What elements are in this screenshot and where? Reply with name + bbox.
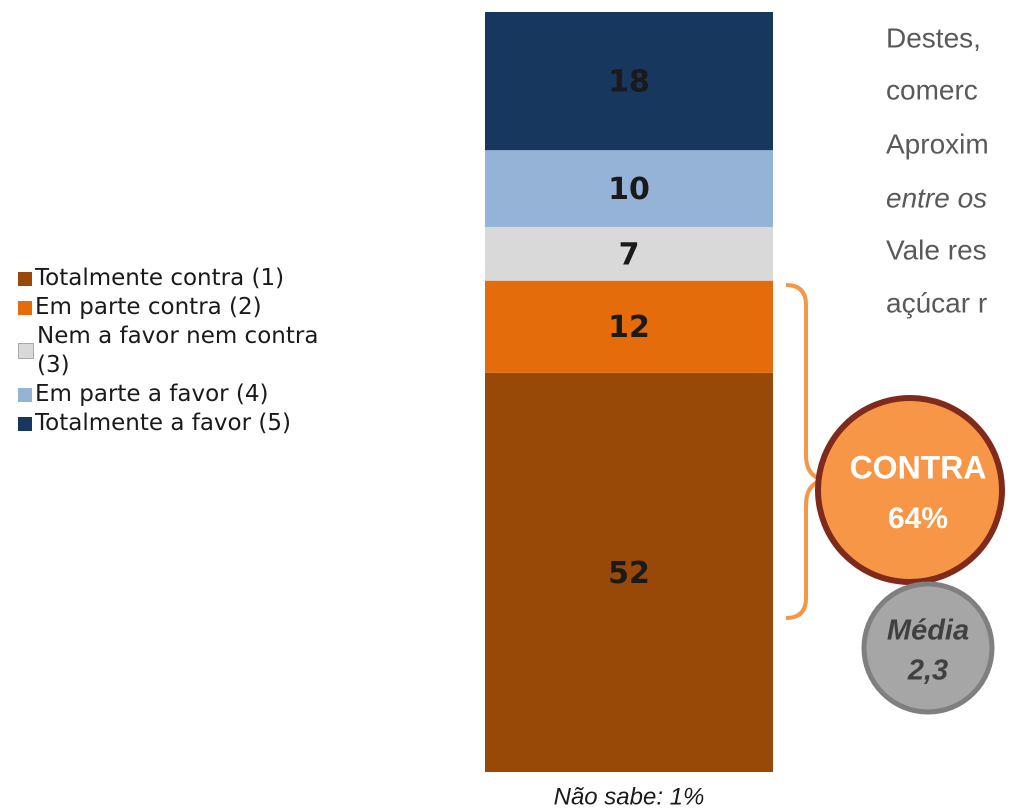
contra-value: 64% (888, 502, 948, 535)
legend-swatch (18, 300, 32, 315)
mean-value: 2,3 (907, 655, 948, 687)
contra-label: CONTRA (850, 449, 987, 485)
legend-label: Em parte a favor (4) (35, 381, 269, 407)
legend-label: Totalmente a favor (5) (35, 410, 291, 436)
legend-item: Em parte contra (2) (18, 293, 418, 322)
side-text: entre os (886, 182, 987, 213)
legend: Totalmente contra (1) Em parte contra (2)… (18, 264, 418, 438)
legend-label: Nem a favor nem contra (3) (37, 323, 319, 378)
legend-item: Em parte a favor (4) (18, 380, 418, 409)
data-label: 52 (608, 556, 650, 591)
legend-swatch (18, 343, 34, 359)
bar-segment (485, 280, 773, 373)
side-text: Destes, (886, 22, 981, 53)
legend-item: Totalmente a favor (5) (18, 409, 418, 438)
legend-label: Em parte contra (2) (35, 294, 262, 320)
side-text: açúcar r (886, 287, 987, 318)
bar-segment (485, 226, 773, 281)
mean-circle (861, 581, 995, 715)
legend-swatch (18, 416, 32, 431)
legend-item: Nem a favor nem contra (3) (18, 322, 418, 380)
contra-circle (815, 395, 1005, 585)
legend-swatch (18, 271, 32, 286)
side-text: Vale res (886, 234, 987, 265)
data-label: 18 (608, 65, 650, 100)
mean-label: Média (887, 615, 969, 647)
bar-segment (485, 12, 773, 151)
bar-segment (485, 150, 773, 227)
data-label: 10 (608, 172, 650, 207)
legend-label: Totalmente contra (1) (35, 265, 285, 291)
side-text: comerc (886, 74, 978, 105)
bar-segment (485, 372, 773, 772)
bracket (785, 283, 827, 620)
data-label: 7 (619, 237, 640, 272)
side-text: Aproxim (886, 128, 989, 159)
footnote: Não sabe: 1% (554, 783, 705, 810)
legend-item: Totalmente contra (1) (18, 264, 418, 293)
legend-swatch (18, 387, 32, 402)
data-label: 12 (608, 310, 650, 345)
